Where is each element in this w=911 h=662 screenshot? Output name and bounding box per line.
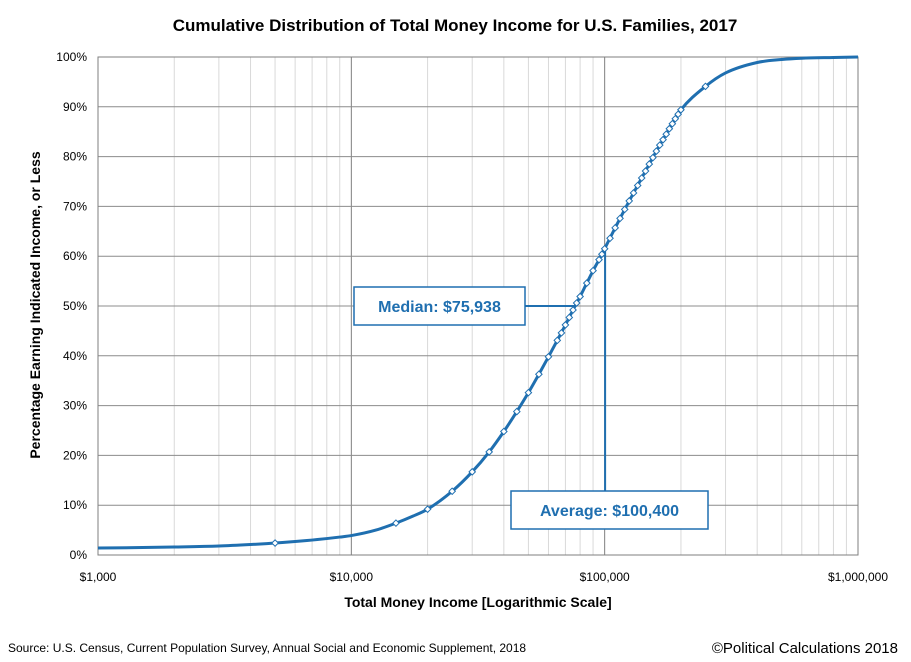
data-marker bbox=[677, 105, 685, 114]
plot-area-border bbox=[97, 56, 859, 556]
data-marker bbox=[611, 223, 620, 232]
data-marker bbox=[569, 306, 577, 314]
y-tick-label: 10% bbox=[63, 498, 87, 512]
data-marker bbox=[572, 299, 581, 307]
data-marker bbox=[582, 279, 591, 287]
callout-boxes: Median: $75,938 Average: $100,400 bbox=[353, 286, 709, 530]
x-tick-label: $10,000 bbox=[330, 570, 374, 584]
median-callout-box bbox=[353, 286, 526, 326]
y-tick-label: 50% bbox=[63, 299, 87, 313]
source-note: Source: U.S. Census, Current Population … bbox=[8, 641, 526, 655]
data-marker bbox=[641, 167, 650, 175]
data-marker bbox=[576, 292, 585, 301]
x-axis-label: Total Money Income [Logarithmic Scale] bbox=[344, 594, 611, 610]
data-marker bbox=[659, 135, 667, 144]
y-tick-label: 100% bbox=[56, 50, 87, 64]
data-marker bbox=[485, 448, 494, 456]
data-marker bbox=[271, 539, 279, 547]
data-marker bbox=[665, 124, 674, 133]
data-marker bbox=[524, 388, 533, 397]
data-marker bbox=[674, 110, 683, 119]
data-marker bbox=[423, 505, 432, 514]
y-tick-label: 30% bbox=[63, 399, 87, 413]
data-marker bbox=[512, 407, 521, 416]
chart-title: Cumulative Distribution of Total Money I… bbox=[173, 16, 738, 35]
y-tick-label: 60% bbox=[63, 249, 87, 263]
y-axis-ticks: 0% 10% 20% 30% 40% 50% 60% 70% 80% 90% 100% bbox=[56, 50, 87, 562]
x-tick-label: $100,000 bbox=[580, 570, 630, 584]
y-tick-label: 90% bbox=[63, 100, 87, 114]
data-marker bbox=[565, 313, 574, 322]
data-marker bbox=[534, 370, 543, 379]
data-marker bbox=[616, 214, 624, 223]
data-marker bbox=[620, 205, 629, 214]
data-marker bbox=[595, 255, 603, 264]
y-tick-label: 20% bbox=[63, 448, 87, 462]
data-marker bbox=[597, 250, 606, 259]
x-tick-label: $1,000 bbox=[80, 570, 117, 584]
y-axis-label: Percentage Earning Indicated Income, or … bbox=[27, 151, 43, 459]
data-marker bbox=[655, 141, 664, 150]
copyright-credit: ©Political Calculations 2018 bbox=[712, 640, 898, 657]
data-marker bbox=[392, 519, 400, 528]
data-marker bbox=[662, 130, 671, 139]
data-marker bbox=[625, 197, 634, 205]
y-tick-label: 80% bbox=[63, 150, 87, 164]
data-marker bbox=[701, 82, 710, 91]
average-callout-label: Average: $100,400 bbox=[540, 503, 679, 520]
data-marker bbox=[645, 160, 654, 168]
average-callout-box bbox=[510, 490, 709, 530]
data-marker bbox=[557, 328, 566, 337]
data-marker bbox=[606, 234, 614, 243]
data-marker bbox=[544, 352, 553, 361]
data-marker bbox=[600, 244, 609, 253]
data-marker bbox=[589, 266, 597, 275]
data-markers bbox=[271, 82, 710, 547]
x-tick-label: $1,000,000 bbox=[828, 570, 888, 584]
data-marker bbox=[629, 189, 638, 197]
data-marker bbox=[553, 336, 562, 345]
y-tick-label: 70% bbox=[63, 199, 87, 213]
data-marker bbox=[648, 153, 657, 162]
y-tick-label: 0% bbox=[70, 548, 88, 562]
callouts bbox=[525, 245, 607, 491]
data-marker bbox=[668, 119, 677, 128]
x-axis-ticks: $1,000 $10,000 $100,000 $1,000,000 bbox=[80, 570, 889, 584]
data-marker bbox=[671, 114, 680, 123]
data-marker bbox=[652, 147, 661, 156]
data-marker bbox=[561, 321, 570, 329]
data-marker bbox=[637, 174, 646, 182]
data-marker bbox=[499, 427, 508, 436]
data-marker bbox=[633, 181, 642, 190]
data-marker bbox=[468, 467, 477, 476]
median-callout-label: Median: $75,938 bbox=[378, 299, 501, 316]
data-marker bbox=[448, 487, 457, 496]
y-tick-label: 40% bbox=[63, 349, 87, 363]
